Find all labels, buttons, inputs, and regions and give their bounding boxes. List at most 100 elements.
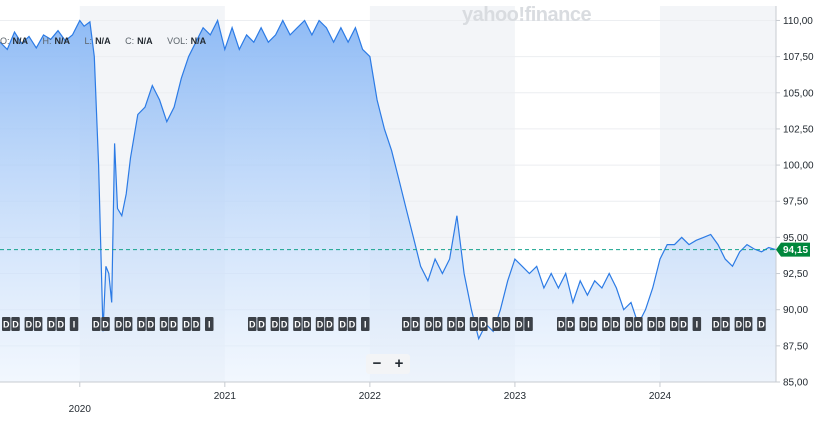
x-tick-label: 2022 bbox=[359, 391, 382, 402]
dividend-marker[interactable] bbox=[169, 317, 178, 331]
zoom-out-button[interactable]: − bbox=[372, 355, 382, 372]
dividend-marker[interactable] bbox=[712, 317, 721, 331]
dividend-marker[interactable] bbox=[2, 317, 11, 331]
dividend-marker-label: I bbox=[364, 320, 367, 330]
dividend-marker[interactable] bbox=[743, 317, 753, 331]
dividend-marker[interactable] bbox=[424, 317, 434, 331]
dividend-marker[interactable] bbox=[402, 317, 411, 331]
dividend-marker[interactable] bbox=[347, 317, 357, 331]
open-value: N/A bbox=[12, 36, 29, 46]
dividend-marker[interactable] bbox=[624, 317, 634, 331]
dividend-marker[interactable] bbox=[302, 317, 312, 331]
dividend-marker[interactable] bbox=[279, 317, 289, 331]
dividend-marker-label: I bbox=[527, 320, 530, 330]
dividend-marker-label: D bbox=[102, 320, 109, 330]
dividend-marker[interactable] bbox=[56, 317, 66, 331]
dividend-marker[interactable] bbox=[411, 317, 420, 331]
dividend-marker-label: D bbox=[26, 320, 33, 330]
dividend-marker-label: D bbox=[736, 320, 743, 330]
dividend-marker[interactable] bbox=[248, 317, 257, 331]
dividend-marker[interactable] bbox=[69, 317, 79, 331]
dividend-marker[interactable] bbox=[205, 317, 214, 331]
y-tick-label: 107,50 bbox=[783, 52, 814, 63]
dividend-marker[interactable] bbox=[602, 317, 611, 331]
dividend-marker[interactable] bbox=[579, 317, 589, 331]
dividend-marker-label: D bbox=[567, 320, 574, 330]
close-value: N/A bbox=[137, 36, 153, 46]
dividend-marker[interactable] bbox=[515, 317, 524, 331]
dividend-marker[interactable] bbox=[33, 317, 43, 331]
dividend-marker-label: D bbox=[581, 320, 588, 330]
dividend-marker-label: I bbox=[696, 320, 699, 330]
dividend-marker[interactable] bbox=[757, 317, 766, 331]
dividend-marker[interactable] bbox=[11, 317, 20, 331]
dividend-marker[interactable] bbox=[721, 317, 730, 331]
dividend-marker[interactable] bbox=[146, 317, 156, 331]
x-tick-label: 2023 bbox=[504, 391, 527, 402]
dividend-marker-label: D bbox=[304, 320, 311, 330]
dividend-marker[interactable] bbox=[293, 317, 302, 331]
dividend-marker[interactable] bbox=[92, 317, 101, 331]
dividend-marker[interactable] bbox=[182, 317, 191, 331]
dividend-marker[interactable] bbox=[338, 317, 347, 331]
dividend-marker[interactable] bbox=[679, 317, 688, 331]
dividend-marker[interactable] bbox=[492, 317, 501, 331]
dividend-marker[interactable] bbox=[734, 317, 744, 331]
zoom-in-button[interactable]: + bbox=[394, 355, 404, 372]
dividend-marker[interactable] bbox=[137, 317, 146, 331]
dividend-marker[interactable] bbox=[24, 317, 34, 331]
y-tick-label: 110,00 bbox=[783, 16, 813, 27]
dividend-marker[interactable] bbox=[479, 317, 488, 331]
dividend-marker[interactable] bbox=[501, 317, 511, 331]
y-tick-label: 85,00 bbox=[783, 378, 808, 389]
dividend-marker[interactable] bbox=[566, 317, 575, 331]
dividend-marker[interactable] bbox=[159, 317, 169, 331]
dividend-marker-label: D bbox=[249, 320, 256, 330]
dividend-marker[interactable] bbox=[647, 317, 656, 331]
dividend-marker[interactable] bbox=[456, 317, 466, 331]
dividend-marker-label: D bbox=[635, 320, 642, 330]
dividend-marker-label: D bbox=[125, 320, 132, 330]
dividend-marker-label: D bbox=[480, 320, 487, 330]
dividend-marker[interactable] bbox=[656, 317, 666, 331]
dividend-marker[interactable] bbox=[433, 317, 443, 331]
dividend-marker-label: D bbox=[403, 320, 410, 330]
dividend-marker[interactable] bbox=[447, 317, 456, 331]
x-tick-label: 2024 bbox=[649, 391, 672, 402]
dividend-marker[interactable] bbox=[634, 317, 643, 331]
dividend-marker-label: D bbox=[116, 320, 123, 330]
dividend-marker[interactable] bbox=[315, 317, 325, 331]
dividend-marker-label: D bbox=[35, 320, 42, 330]
y-tick-label: 92,50 bbox=[783, 269, 808, 280]
dividend-marker[interactable] bbox=[257, 317, 266, 331]
dividend-marker-label: D bbox=[603, 320, 610, 330]
dividend-marker-label: D bbox=[3, 320, 10, 330]
close-label: C: bbox=[125, 36, 135, 46]
dividend-marker-label: D bbox=[722, 320, 729, 330]
dividend-marker[interactable] bbox=[123, 317, 133, 331]
dividend-marker[interactable] bbox=[588, 317, 598, 331]
volume-label: VOL: bbox=[167, 36, 188, 46]
dividend-marker[interactable] bbox=[270, 317, 280, 331]
dividend-marker[interactable] bbox=[611, 317, 621, 331]
dividend-marker[interactable] bbox=[361, 317, 370, 331]
dividend-marker-label: D bbox=[281, 320, 288, 330]
dividend-marker[interactable] bbox=[557, 317, 566, 331]
dividend-marker-label: D bbox=[613, 320, 620, 330]
low-label: L: bbox=[84, 36, 93, 46]
dividend-marker-label: I bbox=[73, 320, 76, 330]
dividend-marker-label: D bbox=[294, 320, 301, 330]
dividend-marker[interactable] bbox=[692, 317, 702, 331]
dividend-marker[interactable] bbox=[670, 317, 679, 331]
dividend-marker[interactable] bbox=[114, 317, 124, 331]
dividend-marker[interactable] bbox=[325, 317, 334, 331]
dividend-marker[interactable] bbox=[47, 317, 56, 331]
dividend-marker[interactable] bbox=[101, 317, 110, 331]
dividend-marker-label: D bbox=[48, 320, 55, 330]
dividend-marker[interactable] bbox=[469, 317, 479, 331]
dividend-marker[interactable] bbox=[524, 317, 533, 331]
dividend-marker[interactable] bbox=[191, 317, 201, 331]
dividend-marker-label: D bbox=[412, 320, 419, 330]
current-price-badge bbox=[776, 242, 810, 257]
